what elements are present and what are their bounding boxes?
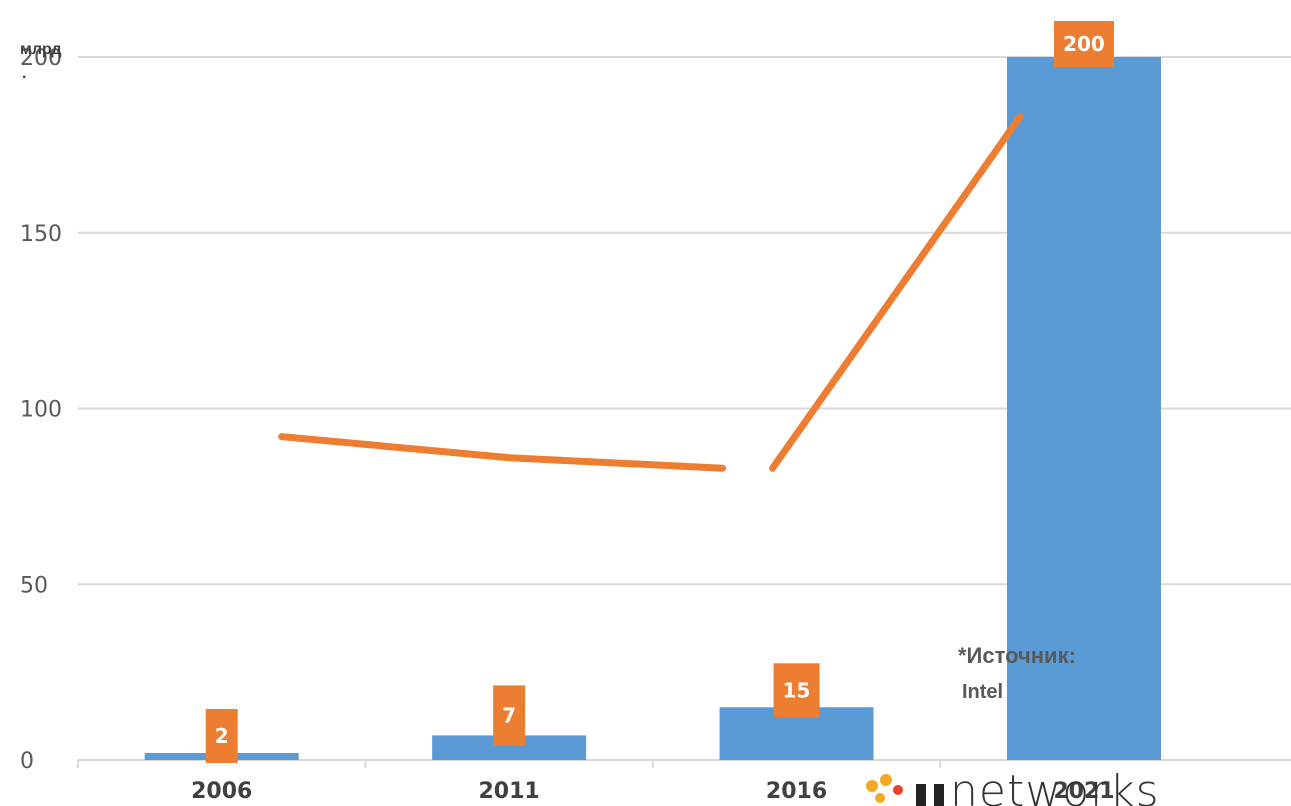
- logo-text: networks: [950, 766, 1160, 806]
- data-label: 200: [1063, 32, 1105, 56]
- logo-mark-icon: [866, 774, 944, 806]
- y-axis-unit-suffix: .: [22, 65, 26, 82]
- data-label-box: [205, 708, 238, 763]
- x-tick-label: 2016: [766, 779, 827, 804]
- line-segment: [769, 113, 1024, 472]
- y-tick-label: 100: [20, 398, 62, 423]
- data-label-box: [493, 685, 526, 746]
- y-tick-label: 50: [20, 573, 48, 598]
- source-annotation-line2: Intel: [962, 681, 1003, 703]
- data-label: 2: [215, 724, 229, 748]
- data-labels: 2 7 15 200: [205, 21, 1114, 763]
- y-tick-label: 200: [20, 46, 62, 71]
- data-label-box: [1053, 21, 1114, 67]
- data-label: 15: [783, 678, 811, 702]
- line-series: [278, 113, 1024, 472]
- x-tick-label: 2011: [479, 779, 540, 804]
- logo: networks: [866, 766, 1160, 806]
- x-tick-label: 2021: [1053, 779, 1114, 804]
- y-tick-label: 0: [20, 749, 34, 774]
- data-label-box: [773, 663, 820, 718]
- x-tick-label: 2006: [191, 779, 252, 804]
- x-axis-ticks: 2006 2011 2016 2021: [191, 779, 1114, 804]
- line-path: [278, 433, 727, 472]
- y-tick-label: 150: [20, 222, 62, 247]
- source-annotation-line1: *Источник:: [958, 643, 1076, 668]
- y-axis-unit-label: млрд: [20, 41, 62, 58]
- data-label: 7: [502, 703, 516, 727]
- y-axis-ticks: 0 50 100 150 200: [20, 46, 62, 774]
- bar: [1006, 57, 1161, 760]
